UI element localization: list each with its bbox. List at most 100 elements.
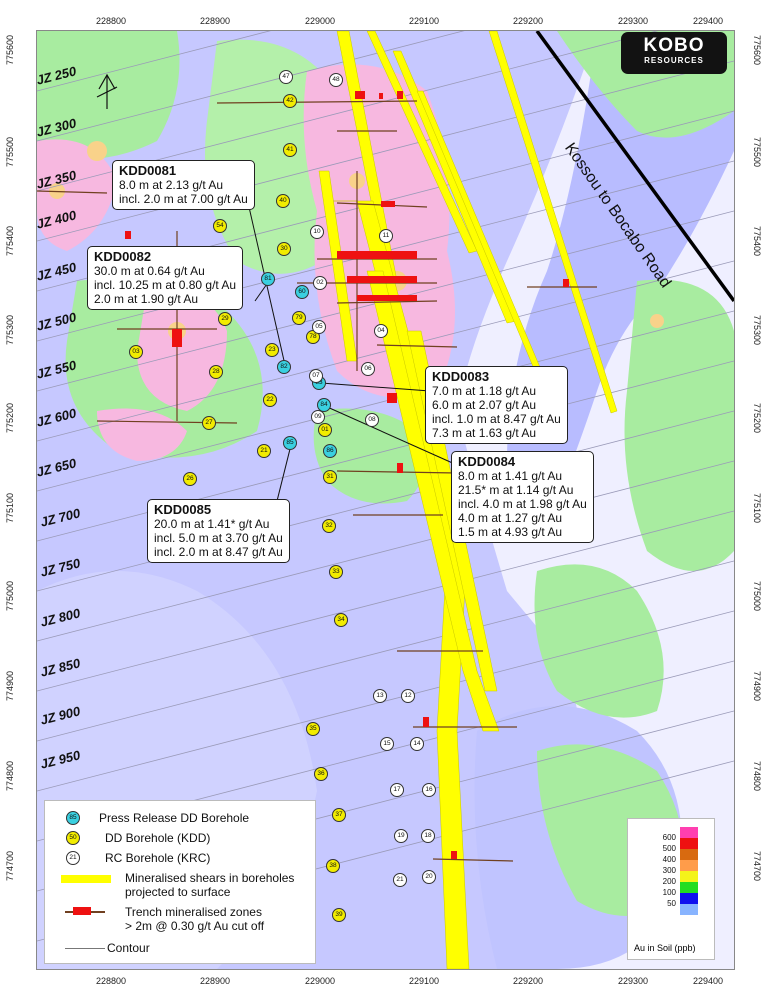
rc-borehole[interactable]: 17 <box>390 783 404 797</box>
rc-borehole[interactable]: 09 <box>311 410 325 424</box>
dd-borehole[interactable]: 39 <box>332 908 346 922</box>
top-tick: 229000 <box>304 16 336 26</box>
legend-label: Mineralised shears in boreholes <box>125 871 295 885</box>
dd-borehole[interactable]: 32 <box>322 519 336 533</box>
rc-borehole[interactable]: 13 <box>373 689 387 703</box>
dd-borehole[interactable]: 21 <box>257 444 271 458</box>
scale-swatch <box>680 893 698 904</box>
rc-borehole[interactable]: 15 <box>380 737 394 751</box>
rc-borehole[interactable]: 12 <box>401 689 415 703</box>
rc-borehole[interactable]: 47 <box>279 70 293 84</box>
dd-borehole[interactable]: 42 <box>283 94 297 108</box>
callout-line: incl. 10.25 m at 0.80 g/t Au <box>94 278 237 292</box>
scale-swatch <box>680 860 698 871</box>
dd-borehole[interactable]: 79 <box>292 311 306 325</box>
right-tick: 775100 <box>752 492 762 524</box>
right-tick: 774700 <box>752 850 762 882</box>
dd-borehole[interactable]: 37 <box>332 808 346 822</box>
scale-label: 400 <box>662 855 676 864</box>
rc-borehole[interactable]: 16 <box>422 783 436 797</box>
dd-borehole[interactable]: 31 <box>323 470 337 484</box>
rc-borehole[interactable]: 20 <box>422 870 436 884</box>
rc-borehole[interactable]: 06 <box>361 362 375 376</box>
north-arrow-head <box>98 73 116 90</box>
press-release-borehole[interactable]: 81 <box>261 272 275 286</box>
rc-borehole[interactable]: 08 <box>365 413 379 427</box>
callout-title: KDD0081 <box>119 163 177 178</box>
scale-label: 100 <box>662 888 676 897</box>
trench-zones <box>125 91 569 859</box>
scale-swatch <box>680 838 698 849</box>
press-release-borehole[interactable]: 82 <box>277 360 291 374</box>
dd-borehole[interactable]: 35 <box>306 722 320 736</box>
leader-line <box>248 206 286 366</box>
dd-borehole[interactable]: 27 <box>202 416 216 430</box>
legend-label: RC Borehole (KRC) <box>105 851 211 865</box>
dd-borehole[interactable]: 03 <box>129 345 143 359</box>
map-frame[interactable] <box>36 30 735 970</box>
rc-borehole[interactable]: 10 <box>310 225 324 239</box>
dd-borehole[interactable]: 26 <box>183 472 197 486</box>
legend-label: projected to surface <box>125 885 231 899</box>
rc-borehole[interactable]: 18 <box>421 829 435 843</box>
rc-borehole[interactable]: 19 <box>394 829 408 843</box>
left-tick: 775400 <box>5 225 15 257</box>
legend-contour-line <box>65 948 105 949</box>
dd-borehole[interactable]: 28 <box>209 365 223 379</box>
top-tick: 228900 <box>199 16 231 26</box>
legend-dd-symbol: 50 <box>66 831 80 845</box>
press-release-borehole[interactable]: 60 <box>295 285 309 299</box>
trench-zone <box>347 276 417 283</box>
press-release-borehole[interactable]: 85 <box>283 436 297 450</box>
callout-line: 4.0 m at 1.27 g/t Au <box>458 511 563 525</box>
soil-anomaly-green <box>313 408 425 504</box>
dd-borehole[interactable]: 30 <box>277 242 291 256</box>
legend-rc-symbol: 21 <box>66 851 80 865</box>
callout-line: incl. 1.0 m at 8.47 g/t Au <box>432 412 561 426</box>
dd-borehole[interactable]: 36 <box>314 767 328 781</box>
rc-borehole[interactable]: 05 <box>312 320 326 334</box>
logo-word: KOBO <box>643 35 705 56</box>
dd-borehole[interactable]: 34 <box>334 613 348 627</box>
dd-borehole[interactable]: 40 <box>276 194 290 208</box>
dd-borehole[interactable]: 54 <box>213 219 227 233</box>
legend-label: Contour <box>107 941 150 955</box>
rc-borehole[interactable]: 14 <box>410 737 424 751</box>
rc-borehole[interactable]: 48 <box>329 73 343 87</box>
right-tick: 775200 <box>752 402 762 434</box>
dd-borehole[interactable]: 29 <box>218 312 232 326</box>
left-tick: 775500 <box>5 136 15 168</box>
right-tick: 775600 <box>752 34 762 66</box>
shear-zone <box>366 270 500 732</box>
callout-line: 8.0 m at 1.41 g/t Au <box>458 469 563 483</box>
bottom-tick: 229000 <box>304 976 336 986</box>
callout-line: 21.5* m at 1.14 g/t Au <box>458 483 574 497</box>
press-release-borehole[interactable]: 86 <box>323 444 337 458</box>
dd-borehole[interactable]: 38 <box>326 859 340 873</box>
callout-kdd0084: KDD0084 8.0 m at 1.41 g/t Au 21.5* m at … <box>451 451 594 543</box>
rc-borehole[interactable]: 21 <box>393 873 407 887</box>
dd-borehole[interactable]: 23 <box>265 343 279 357</box>
dd-borehole[interactable]: 22 <box>263 393 277 407</box>
rc-borehole[interactable]: 07 <box>309 369 323 383</box>
dd-borehole[interactable]: 33 <box>329 565 343 579</box>
trench-line <box>336 300 438 304</box>
north-arrow-tail <box>96 86 118 98</box>
trench-zone <box>379 93 383 99</box>
bottom-tick: 228900 <box>199 976 231 986</box>
trench-zone <box>451 851 457 859</box>
callout-line: incl. 5.0 m at 3.70 g/t Au <box>154 531 283 545</box>
left-tick: 774700 <box>5 850 15 882</box>
rc-borehole[interactable]: 04 <box>374 324 388 338</box>
dd-borehole[interactable]: 01 <box>318 423 332 437</box>
callout-leaders <box>248 206 458 502</box>
callout-line: incl. 4.0 m at 1.98 g/t Au <box>458 497 587 511</box>
callout-line: incl. 2.0 m at 8.47 g/t Au <box>154 545 283 559</box>
top-tick: 229400 <box>692 16 724 26</box>
rc-borehole[interactable]: 02 <box>313 276 327 290</box>
press-release-borehole[interactable]: 84 <box>317 398 331 412</box>
callout-line: 1.5 m at 4.93 g/t Au <box>458 525 563 539</box>
dd-borehole[interactable]: 41 <box>283 143 297 157</box>
contour-line <box>37 31 271 92</box>
rc-borehole[interactable]: 11 <box>379 229 393 243</box>
